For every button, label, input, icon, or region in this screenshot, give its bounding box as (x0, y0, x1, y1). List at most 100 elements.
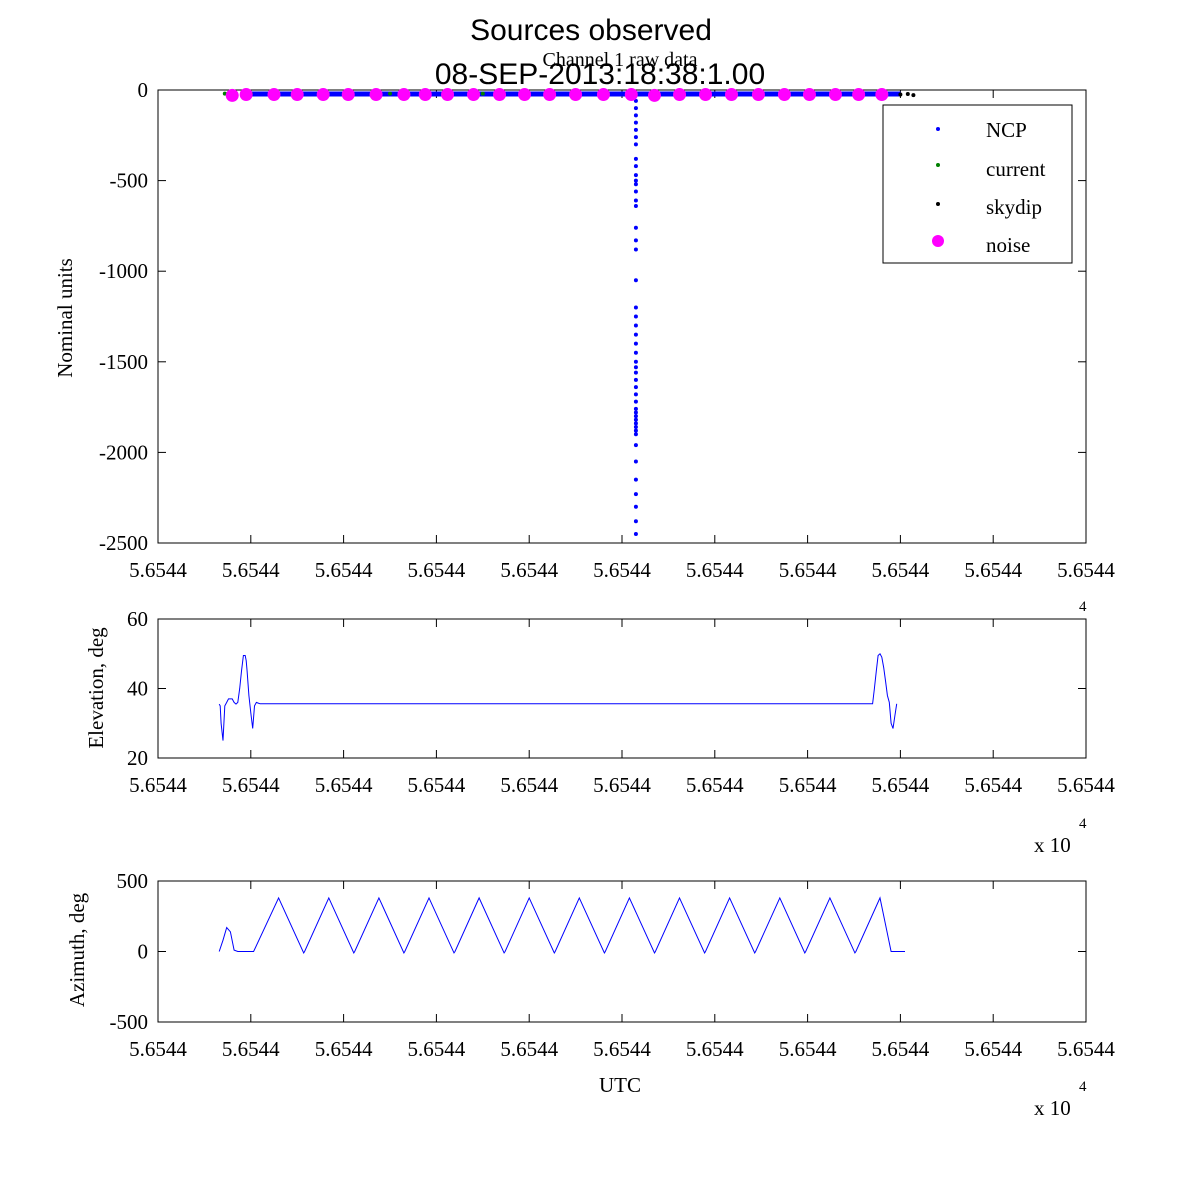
raw-data-point-ncp (633, 417, 638, 422)
raw-data-point-noise (518, 88, 532, 102)
raw-data-y-tick-label: -1000 (99, 259, 148, 283)
elevation-y-tick-label: 60 (127, 607, 148, 631)
raw-data-point-ncp (633, 247, 638, 252)
azimuth-y-axis-label: Azimuth, deg (65, 892, 89, 1007)
azimuth-x-tick-label: 5.6544 (315, 1037, 373, 1061)
raw-data-point-noise (225, 88, 239, 102)
raw-data-y-tick-label: -2500 (99, 531, 148, 555)
elevation-x-exponent-power: 4 (1079, 816, 1087, 832)
raw-data-point-ncp (633, 531, 638, 536)
raw-data-point-ncp (633, 182, 638, 187)
azimuth-x-tick-label: 5.6544 (222, 1037, 280, 1061)
elevation-x-tick-label: 5.6544 (129, 773, 187, 797)
raw-data-point-noise (699, 88, 713, 102)
raw-data-point-ncp (633, 127, 638, 132)
legend-marker-noise (932, 235, 944, 247)
raw-data-x-tick-label: 5.6544 (129, 558, 187, 582)
raw-data-point-noise (369, 88, 383, 102)
azimuth-x-axis-label: UTC (599, 1073, 641, 1097)
elevation-x-tick-label: 5.6544 (222, 773, 280, 797)
raw-data-y-axis-label: Nominal units (53, 258, 77, 378)
azimuth-y-tick-label: -500 (110, 1010, 149, 1034)
raw-data-point-ncp (633, 238, 638, 243)
raw-data-point-noise (852, 88, 866, 102)
raw-data-point-ncp (633, 443, 638, 448)
raw-data-point-ncp (633, 406, 638, 411)
raw-data-point-ncp (633, 314, 638, 319)
legend: NCP current skydip noise (882, 104, 1073, 264)
elevation-y-tick-label: 40 (127, 677, 148, 701)
raw-data-point-ncp (633, 341, 638, 346)
raw-data-x-tick-label: 5.6544 (593, 558, 651, 582)
raw-data-x-tick-label: 5.6544 (964, 558, 1022, 582)
raw-data-point-ncp (633, 459, 638, 464)
raw-data-y-tick-label: -2000 (99, 440, 148, 464)
raw-data-point-ncp (633, 225, 638, 230)
azimuth-x-tick-label: 5.6544 (593, 1037, 651, 1061)
raw-data-point-ncp (633, 332, 638, 337)
azimuth-x-tick-label: 5.6544 (129, 1037, 187, 1061)
raw-data-point-ncp (633, 203, 638, 208)
azimuth-x-tick-label: 5.6544 (1057, 1037, 1115, 1061)
raw-data-point-noise (441, 88, 455, 102)
elevation-panel: 5.6544 5.6544 5.6544 5.6544 5.6544 5.6544 5.65… (84, 607, 1115, 857)
raw-data-x-tick-label: 5.6544 (872, 558, 930, 582)
raw-data-y-tick-label: -500 (110, 169, 149, 193)
raw-data-point-skydip (898, 92, 903, 97)
elevation-x-exponent-base: x 10 (1034, 833, 1071, 857)
raw-data-point-ncp (633, 370, 638, 375)
raw-data-point-ncp (633, 350, 638, 355)
elevation-y-axis-label: Elevation, deg (84, 627, 108, 749)
raw-data-point-noise (341, 88, 355, 102)
raw-data-point-noise (467, 88, 481, 102)
azimuth-x-exponent-power: 4 (1079, 1079, 1087, 1095)
azimuth-x-tick-label: 5.6544 (686, 1037, 744, 1061)
legend-label-ncp: NCP (986, 118, 1027, 142)
raw-data-point-noise (239, 88, 253, 102)
raw-data-x-exponent-power: 4 (1079, 599, 1087, 615)
azimuth-x-exponent-base: x 10 (1034, 1096, 1071, 1120)
raw-data-panel-title: Channel 1 raw data (543, 49, 698, 71)
raw-data-x-tick-label: 5.6544 (408, 558, 466, 582)
raw-data-point-noise (290, 88, 304, 102)
raw-data-point-ncp (633, 425, 638, 430)
raw-data-point-ncp (633, 385, 638, 390)
raw-data-point-ncp (633, 113, 638, 118)
raw-data-point-noise (418, 88, 432, 102)
raw-data-point-noise (267, 88, 281, 102)
raw-data-point-noise (493, 88, 507, 102)
azimuth-y-tick-label: 0 (138, 940, 149, 964)
raw-data-point-ncp (633, 428, 638, 433)
raw-data-x-tick-label: 5.6544 (500, 558, 558, 582)
raw-data-point-ncp (633, 189, 638, 194)
raw-data-point-ncp (633, 198, 638, 203)
elevation-x-tick-label: 5.6544 (593, 773, 651, 797)
raw-data-point-noise (397, 88, 411, 102)
legend-marker-current (936, 163, 940, 167)
elevation-x-tick-label: 5.6544 (686, 773, 744, 797)
raw-data-point-ncp (633, 305, 638, 310)
azimuth-x-tick-label: 5.6544 (408, 1037, 466, 1061)
raw-data-panel: Channel 1 raw data 5.6544 5.6544 5.6544 5.6… (53, 49, 1115, 615)
azimuth-series-line-azimuth (218, 896, 905, 954)
raw-data-point-noise (316, 88, 330, 102)
figure-subtitle: 08-SEP-2013:18:38:1.00 (435, 58, 765, 91)
raw-data-point-ncp (633, 142, 638, 147)
raw-data-point-noise (725, 88, 739, 102)
raw-data-point-ncp (633, 106, 638, 111)
elevation-x-tick-label: 5.6544 (872, 773, 930, 797)
elevation-plot-area (157, 618, 1087, 759)
legend-label-noise: noise (986, 233, 1030, 257)
raw-data-point-ncp (633, 377, 638, 382)
elevation-x-tick-label: 5.6544 (1057, 773, 1115, 797)
raw-data-point-current (388, 91, 392, 96)
raw-data-point-ncp (633, 173, 638, 178)
azimuth-x-tick-label: 5.6544 (500, 1037, 558, 1061)
raw-data-point-ncp (633, 365, 638, 370)
raw-data-point-ncp (633, 410, 638, 415)
raw-data-point-ncp (633, 504, 638, 509)
elevation-x-tick-label: 5.6544 (500, 773, 558, 797)
azimuth-y-tick-label: 500 (117, 869, 149, 893)
elevation-series-line-elevation (218, 653, 898, 741)
